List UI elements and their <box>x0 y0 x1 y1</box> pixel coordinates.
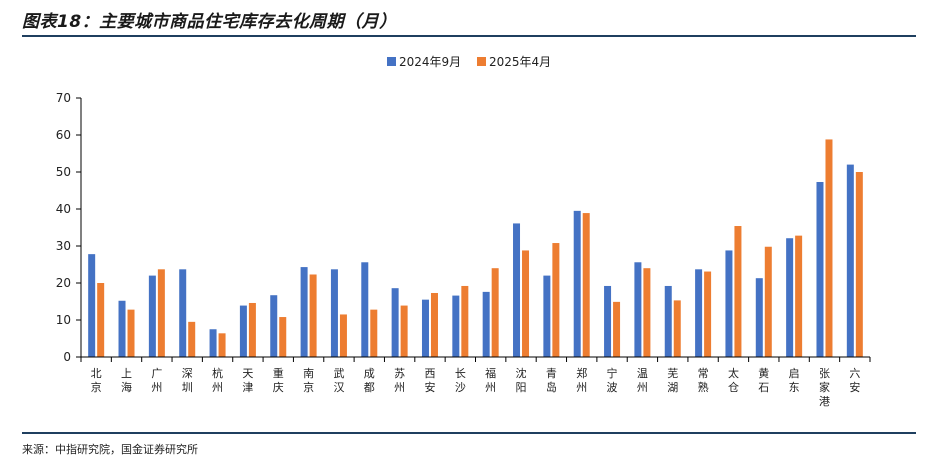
bar-series-1-7 <box>300 267 308 357</box>
bar-series-1-20 <box>695 269 703 357</box>
top-rule <box>22 35 916 37</box>
legend-label-series-2: 2025年4月 <box>489 55 551 69</box>
bar-series-2-7 <box>309 274 317 357</box>
bar-series-2-3 <box>188 321 196 357</box>
y-tick-label: 20 <box>56 276 71 290</box>
chart-title: 图表18：主要城市商品住宅库存去化周期（月） <box>22 12 397 32</box>
bar-series-2-2 <box>157 269 165 357</box>
x-category-label: 常熟 <box>698 367 709 394</box>
bar-series-2-17 <box>613 301 621 357</box>
bar-series-2-4 <box>218 333 226 357</box>
bar-series-2-9 <box>370 309 378 357</box>
bar-series-1-25 <box>846 164 854 357</box>
bar-series-1-4 <box>209 329 217 357</box>
x-category-label: 芜湖 <box>667 366 678 394</box>
bar-series-2-18 <box>643 268 651 357</box>
bar-series-2-1 <box>127 309 135 357</box>
x-category-label: 长沙 <box>455 367 466 394</box>
bar-series-2-25 <box>855 172 863 357</box>
bar-series-1-10 <box>391 288 399 357</box>
source-note: 来源：中指研究院，国金证券研究所 <box>22 443 198 456</box>
bar-series-2-23 <box>795 235 803 357</box>
x-category-label: 广州 <box>151 367 162 394</box>
bar-series-1-0 <box>88 254 96 357</box>
x-category-label: 六安 <box>849 367 860 394</box>
bar-series-1-11 <box>421 299 429 357</box>
legend-swatch-series-2 <box>477 57 486 66</box>
x-category-label: 杭州 <box>212 366 223 394</box>
x-category-label: 南京 <box>303 367 314 394</box>
bar-series-1-13 <box>482 291 490 357</box>
bar-series-1-12 <box>452 295 460 357</box>
bar-series-1-23 <box>786 238 794 357</box>
bar-series-2-0 <box>97 283 105 357</box>
bar-series-1-2 <box>148 275 156 357</box>
bar-series-1-24 <box>816 181 824 357</box>
bar-series-2-5 <box>248 302 256 357</box>
bar-series-2-22 <box>764 246 772 357</box>
bars <box>88 139 863 357</box>
bar-series-1-16 <box>573 210 581 357</box>
bar-series-2-11 <box>430 292 438 357</box>
bar-series-1-6 <box>270 295 278 357</box>
y-axis: 0 10 20 30 40 50 60 70 <box>56 91 82 364</box>
bar-series-1-15 <box>543 275 551 357</box>
y-tick-label: 0 <box>63 350 71 364</box>
bar-series-2-12 <box>461 285 469 357</box>
y-tick-label: 50 <box>56 165 71 179</box>
bar-series-2-19 <box>673 300 681 357</box>
x-category-label: 温州 <box>637 367 648 394</box>
x-category-label: 青岛 <box>546 367 557 394</box>
x-category-label: 启东 <box>789 367 800 394</box>
bar-series-2-6 <box>279 317 287 357</box>
bar-series-1-3 <box>179 269 187 357</box>
x-category-label: 黄石 <box>758 366 769 394</box>
x-category-label: 天津 <box>242 367 253 394</box>
x-category-label: 武汉 <box>333 367 344 394</box>
bar-series-2-15 <box>552 243 560 357</box>
bar-series-1-8 <box>330 269 338 357</box>
y-tick-label: 40 <box>56 202 71 216</box>
bottom-rule <box>22 432 916 434</box>
legend: 2024年9月 2025年4月 <box>387 55 551 69</box>
bar-series-1-18 <box>634 262 642 357</box>
bar-series-2-16 <box>582 213 590 357</box>
x-category-label: 苏州 <box>394 367 405 394</box>
y-tick-label: 30 <box>56 239 71 253</box>
x-category-label: 宁波 <box>607 366 618 394</box>
bar-series-2-14 <box>522 250 530 357</box>
x-category-label: 沈阳 <box>516 366 527 394</box>
legend-label-series-1: 2024年9月 <box>399 55 461 69</box>
bar-series-1-14 <box>513 223 521 357</box>
bar-series-2-13 <box>491 268 499 357</box>
bar-series-1-17 <box>604 285 612 357</box>
bar-series-2-24 <box>825 139 833 357</box>
bar-series-1-1 <box>118 300 126 357</box>
x-category-label: 西安 <box>424 367 435 394</box>
x-category-label: 太仓 <box>728 367 739 394</box>
bar-chart: 2024年9月 2025年4月 0 10 20 30 40 50 60 70 北京上海广州深圳… <box>56 55 871 408</box>
y-tick-label: 70 <box>56 91 71 105</box>
x-category-label: 张家港 <box>819 367 830 408</box>
x-category-label: 北京 <box>91 367 102 394</box>
bar-series-1-9 <box>361 262 369 357</box>
bar-series-2-20 <box>704 271 712 357</box>
x-category-label: 郑州 <box>576 366 587 394</box>
x-category-label: 深圳 <box>182 367 193 394</box>
x-category-label: 福州 <box>485 366 496 394</box>
bar-series-1-5 <box>239 305 247 357</box>
y-tick-label: 10 <box>56 313 71 327</box>
x-category-label: 成都 <box>364 367 375 394</box>
bar-series-2-10 <box>400 305 408 357</box>
x-axis: 北京上海广州深圳杭州天津重庆南京武汉成都苏州西安长沙福州沈阳青岛郑州宁波温州芜湖… <box>80 356 871 408</box>
bar-series-1-19 <box>664 285 672 357</box>
x-category-label: 重庆 <box>273 366 284 394</box>
y-tick-label: 60 <box>56 128 71 142</box>
bar-series-2-8 <box>339 314 347 357</box>
bar-series-1-21 <box>725 250 733 357</box>
bar-series-2-21 <box>734 226 742 357</box>
legend-swatch-series-1 <box>387 57 396 66</box>
x-category-label: 上海 <box>121 367 132 394</box>
bar-series-1-22 <box>755 278 763 357</box>
